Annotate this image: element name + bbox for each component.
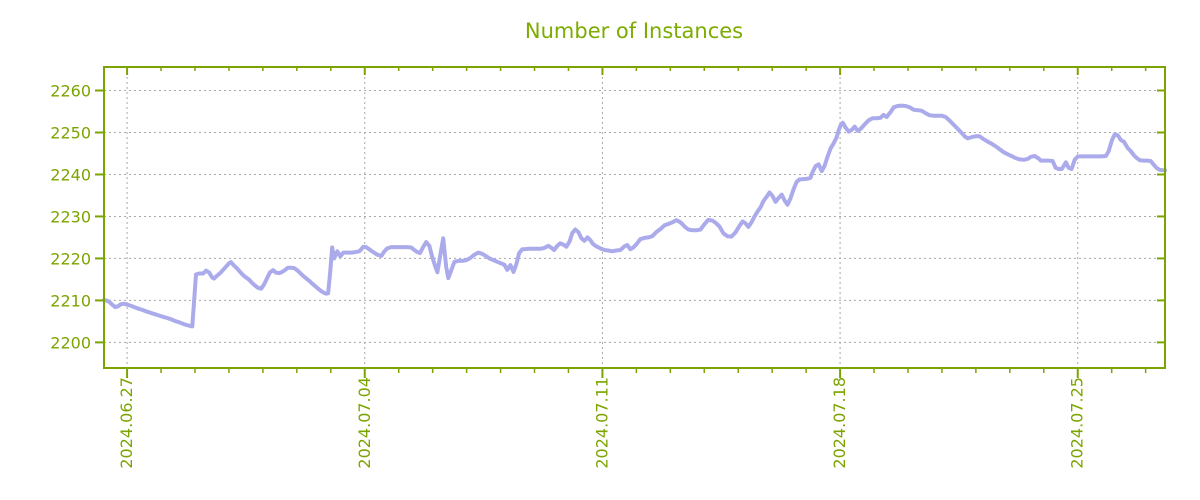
y-axis-tick-label: 2250: [50, 123, 91, 142]
y-tick-labels: 2200 2210 2220 2230 2240 2250 2260: [50, 82, 91, 353]
y-axis-tick-label: 2260: [50, 82, 91, 101]
y-axis-tick-label: 2240: [50, 165, 91, 184]
x-axis-tick-label: 2024.07.04: [355, 377, 374, 469]
y-axis-tick-label: 2210: [50, 291, 91, 310]
chart-title: Number of Instances: [525, 19, 743, 43]
y-axis-tick-label: 2230: [50, 207, 91, 226]
y-axis-tick-label: 2200: [50, 333, 91, 352]
x-axis-tick-label: 2024.07.18: [830, 377, 849, 469]
x-axis-tick-label: 2024.07.11: [592, 377, 611, 469]
x-axis-tick-label: 2024.06.27: [117, 377, 136, 469]
x-tick-labels: 2024.06.27 2024.07.04 2024.07.11 2024.07.18…: [117, 377, 1087, 469]
plot-border: [103, 66, 1166, 369]
grid-lines: [104, 67, 1165, 368]
instances-line: [102, 103, 1167, 329]
x-axis-tick-label: 2024.07.25: [1068, 377, 1087, 469]
y-axis-tick-label: 2220: [50, 249, 91, 268]
data-series: [102, 103, 1167, 329]
axis-ticks: [95, 67, 1165, 378]
